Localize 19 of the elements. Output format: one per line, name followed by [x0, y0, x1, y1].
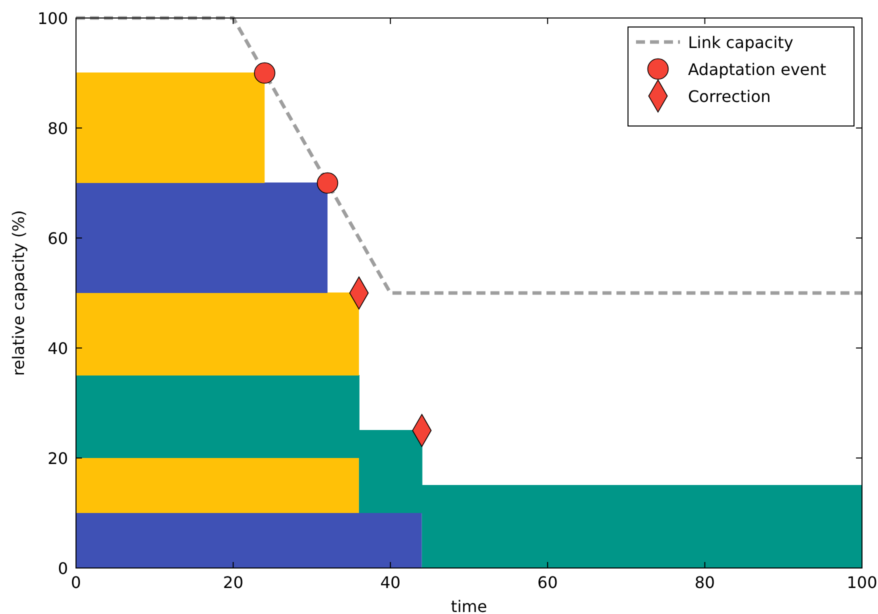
legend-label: Link capacity	[688, 33, 794, 52]
y-tick-label: 0	[58, 559, 68, 578]
legend-label: Adaptation event	[688, 60, 826, 79]
y-tick-label: 60	[48, 229, 68, 248]
x-tick-label: 20	[223, 573, 244, 592]
x-tick-label: 40	[380, 573, 401, 592]
point	[254, 62, 276, 84]
y-tick-label: 80	[48, 119, 68, 138]
x-tick-label: 60	[537, 573, 558, 592]
y-tick-label: 20	[48, 449, 68, 468]
x-tick-label: 80	[694, 573, 715, 592]
x-tick-label: 100	[846, 573, 878, 592]
legend-label: Correction	[688, 87, 771, 106]
x-tick-label: 0	[70, 573, 82, 592]
y-axis-title: relative capacity (%)	[9, 210, 28, 376]
x-axis-title: time	[450, 597, 488, 614]
point	[316, 172, 338, 194]
y-tick-label: 40	[48, 339, 68, 358]
y-tick-label: 100	[37, 9, 68, 28]
